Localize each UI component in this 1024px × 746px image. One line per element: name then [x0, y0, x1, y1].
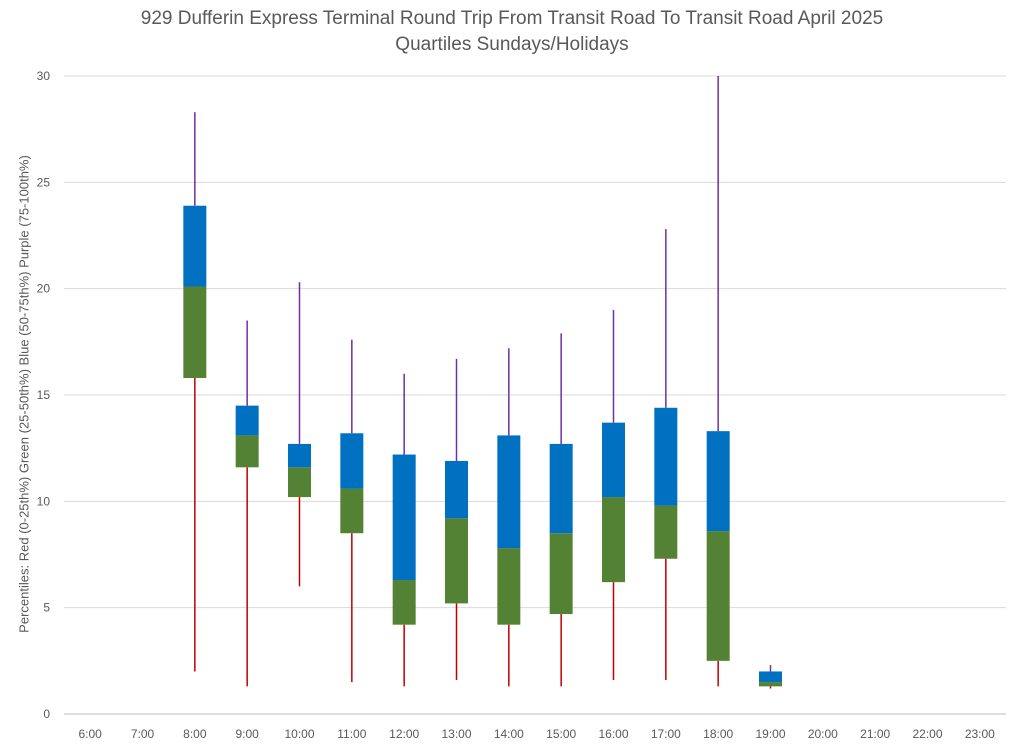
box-upper: [706, 431, 730, 532]
box-lower: [183, 286, 207, 378]
box-800: [183, 112, 207, 672]
box-upper: [654, 407, 678, 506]
x-tick-label: 9:00: [235, 727, 259, 741]
x-tick-label: 7:00: [131, 727, 155, 741]
box-1100: [340, 339, 364, 683]
box-upper: [183, 205, 207, 287]
box-1600: [602, 309, 625, 680]
x-tick-label: 13:00: [441, 727, 471, 741]
box-lower: [549, 533, 573, 615]
box-upper: [392, 454, 416, 581]
box-1200: [392, 373, 416, 687]
y-tick-label-20: 20: [37, 282, 51, 296]
x-tick-label: 21:00: [860, 727, 890, 741]
x-tick-labels: 6:00 7:00 8:00 9:00 10:00 11:00 12:00 13:00 14:0…: [78, 727, 995, 741]
box-upper: [235, 405, 259, 436]
box-marks: [183, 76, 782, 689]
box-lower: [602, 497, 625, 583]
x-tick-label: 12:00: [389, 727, 419, 741]
y-tick-label-10: 10: [37, 494, 51, 508]
y-tick-label-0: 0: [43, 707, 50, 721]
box-lower: [340, 488, 364, 534]
x-tick-label: 14:00: [494, 727, 524, 741]
x-tick-label: 18:00: [703, 727, 733, 741]
x-tick-label: 15:00: [546, 727, 576, 741]
box-1900: [759, 665, 782, 689]
x-tick-label: 23:00: [965, 727, 995, 741]
box-upper: [445, 460, 468, 519]
box-lower: [392, 580, 416, 625]
chart-title: 929 Dufferin Express Terminal Round Trip…: [140, 8, 884, 29]
box-1500: [549, 333, 573, 687]
x-tick-label: 8:00: [183, 727, 207, 741]
y-tick-label-5: 5: [43, 601, 50, 615]
chart-subtitle: Quartiles Sundays/Holidays: [395, 34, 629, 55]
box-1400: [497, 348, 521, 687]
box-upper: [602, 422, 625, 498]
box-lower: [759, 682, 782, 687]
box-upper: [759, 671, 782, 683]
gridlines: [64, 75, 1006, 715]
x-tick-label: 19:00: [755, 727, 785, 741]
x-tick-label: 6:00: [78, 727, 102, 741]
x-tick-label: 11:00: [337, 727, 366, 741]
x-tick-label: 17:00: [651, 727, 681, 741]
x-tick-label: 16:00: [598, 727, 628, 741]
y-tick-label-25: 25: [37, 175, 51, 189]
box-1300: [445, 358, 468, 680]
y-tick-labels: 0 5 10 15 20 25 30: [37, 69, 51, 721]
box-upper: [497, 435, 521, 549]
box-upper: [549, 443, 573, 534]
box-1800: [706, 76, 730, 687]
x-tick-label: 20:00: [808, 727, 838, 741]
box-lower: [497, 548, 521, 625]
box-lower: [706, 531, 730, 661]
box-lower: [235, 435, 259, 468]
x-tick-label: 22:00: [912, 727, 942, 741]
y-tick-label-30: 30: [37, 69, 51, 83]
box-lower: [288, 467, 311, 498]
box-upper: [340, 433, 364, 489]
box-lower: [654, 505, 678, 559]
box-900: [235, 320, 259, 687]
box-1000: [288, 282, 311, 587]
box-upper: [288, 443, 311, 468]
x-tick-label: 10:00: [284, 727, 314, 741]
box-1700: [654, 229, 678, 680]
box-lower: [445, 518, 468, 604]
y-tick-label-15: 15: [37, 388, 51, 402]
